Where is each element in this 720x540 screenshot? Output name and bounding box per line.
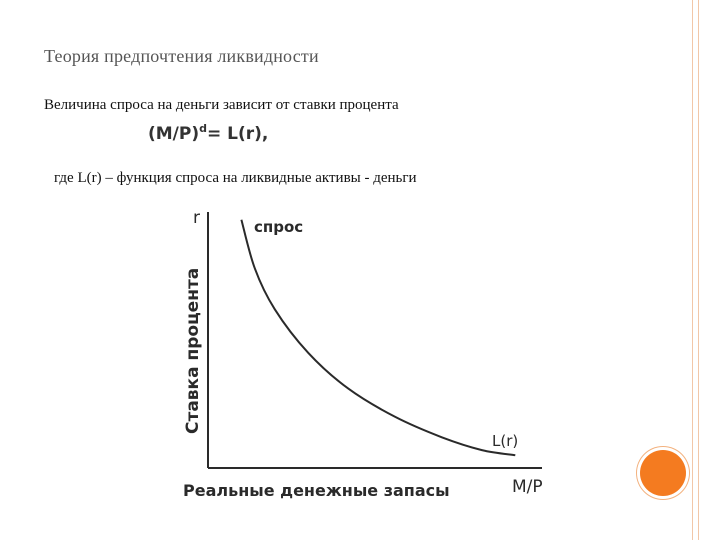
formula-superscript: d [199,122,207,135]
x-axis-title: Реальные денежные запасы [183,481,450,500]
formula: (M/P)d= L(r), [148,122,269,144]
slide-title: Теория предпочтения ликвидности [44,46,319,66]
decorative-circle [640,450,686,496]
demand-curve-line [240,219,516,457]
slide-intro: Величина спроса на деньги зависит от ста… [44,97,399,113]
frame-line-right [698,0,699,540]
formula-lhs: (M/P) [148,124,200,144]
y-axis-title: Ставка процента [183,268,203,434]
formula-rhs: = L(r), [207,124,269,144]
x-axis-label: M/P [512,477,543,497]
curve-top-label: спрос [254,218,303,236]
y-axis-label: r [193,208,200,228]
curve-end-label: L(r) [492,432,518,450]
frame-line-left [692,0,693,540]
formula-explanation: где L(r) – функция спроса на ликвидные а… [54,170,417,186]
